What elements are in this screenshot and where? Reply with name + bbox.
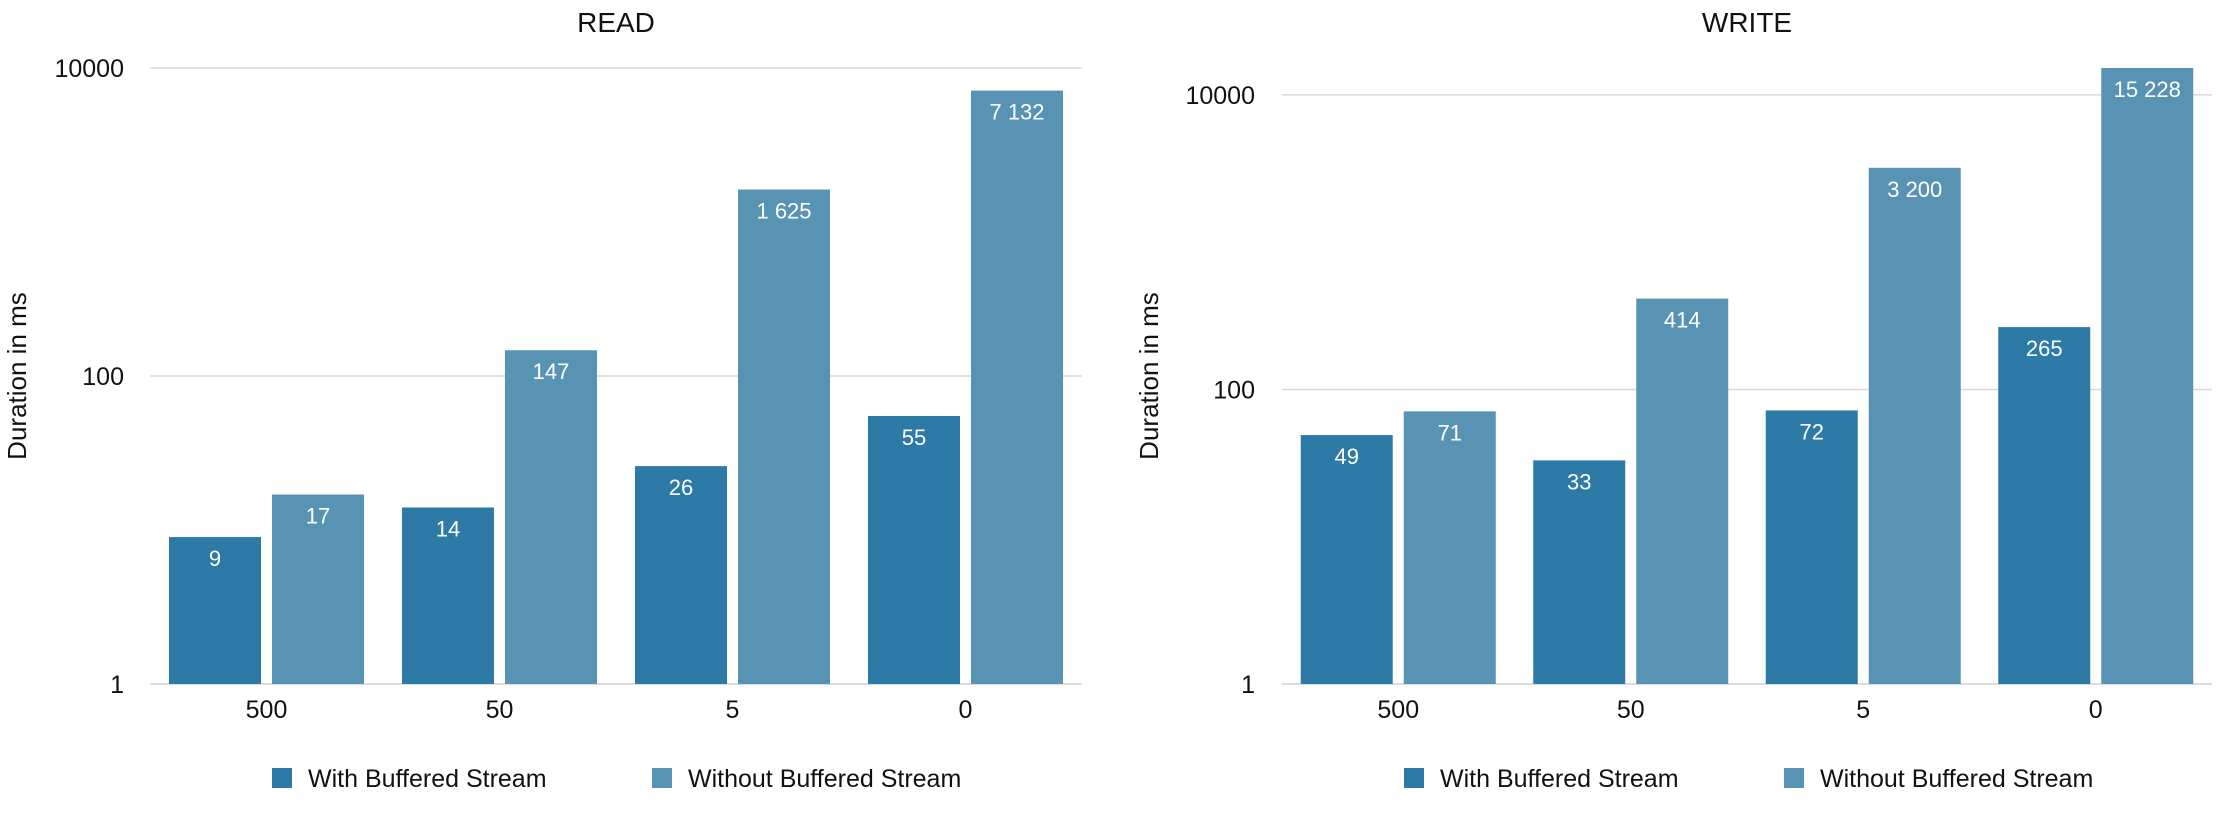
bar-without-buffered [2101,68,2194,684]
bar-value-label: 265 [2026,336,2063,361]
bar-value-label: 9 [209,546,221,571]
bar-value-label: 414 [1664,308,1701,333]
x-tick-label: 500 [1377,696,1419,724]
bar-without-buffered [272,494,364,684]
y-tick-label: 10000 [54,55,124,83]
x-tick-label: 5 [726,696,740,724]
legend-label: Without Buffered Stream [1820,765,2093,793]
y-axis-label: Duration in ms [2,292,32,460]
legend-swatch-without [652,768,672,788]
bar-value-label: 147 [533,359,570,384]
x-tick-label: 50 [1617,696,1645,724]
bar-without-buffered [505,350,597,684]
bar-without-buffered [971,90,1063,684]
chart-title: WRITE [1702,7,1792,38]
bar-value-label: 7 132 [989,100,1044,125]
legend-label: With Buffered Stream [1440,765,1679,793]
x-tick-label: 5 [1856,696,1870,724]
bar-value-label: 55 [902,425,926,450]
bar-without-buffered [1636,298,1729,684]
bar-value-label: 14 [436,516,460,541]
bar-value-label: 3 200 [1887,177,1942,202]
legend-swatch-without [1784,768,1804,788]
bar-value-label: 26 [669,475,693,500]
bar-with-buffered [402,507,494,684]
x-tick-label: 500 [246,696,288,724]
legend-swatch-with [1404,768,1424,788]
bar-with-buffered [635,466,727,684]
bar-without-buffered [1868,167,1961,685]
bar-value-label: 15 228 [2114,77,2181,102]
legend-swatch-with [272,768,292,788]
x-tick-label: 0 [959,696,973,724]
bar-value-label: 49 [1335,444,1359,469]
bar-value-label: 17 [306,504,330,529]
chart-title: READ [577,7,655,38]
bar-without-buffered [1403,411,1496,684]
bar-without-buffered [738,189,830,685]
bar-with-buffered [1533,460,1626,684]
bar-value-label: 1 625 [756,199,811,224]
x-tick-label: 0 [2089,696,2103,724]
y-tick-label: 100 [1213,376,1255,404]
x-tick-label: 50 [486,696,514,724]
bar-with-buffered [169,537,261,684]
y-tick-label: 100 [82,363,124,391]
y-axis-label: Duration in ms [1134,292,1164,460]
bar-value-label: 33 [1567,469,1591,494]
bar-value-label: 71 [1438,420,1462,445]
bar-with-buffered [1300,435,1393,684]
bar-with-buffered [1998,327,2091,684]
legend-label: With Buffered Stream [308,765,547,793]
y-tick-label: 1 [110,671,124,699]
y-tick-label: 1 [1241,671,1255,699]
bar-with-buffered [868,415,960,684]
legend-label: Without Buffered Stream [688,765,961,793]
bar-value-label: 72 [1800,419,1824,444]
y-tick-label: 10000 [1185,82,1255,110]
bar-with-buffered [1765,410,1858,684]
